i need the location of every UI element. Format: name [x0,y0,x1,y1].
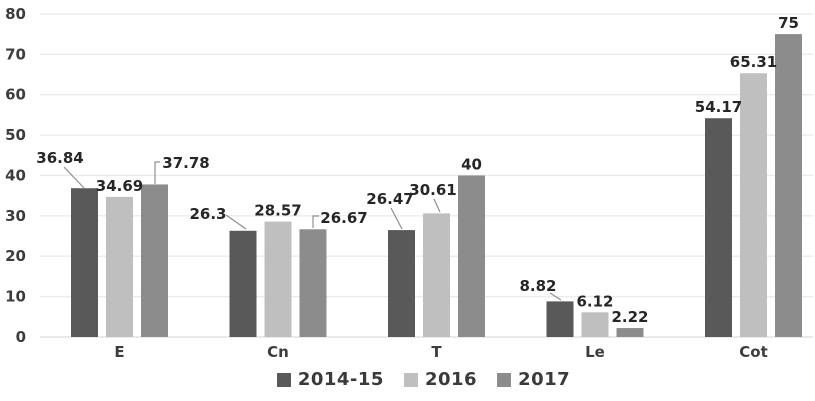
bar-2014-15-Le [546,301,574,337]
bar-2014-15-Cot [705,118,732,337]
legend-item-2017: 2017 [497,369,570,390]
bar-2014-15-E [71,188,98,337]
data-label: 8.82 [519,277,556,295]
data-label: 34.69 [96,177,143,195]
bar-2016-E [106,196,133,337]
y-axis-tick-label: 0 [16,328,26,346]
legend-swatch-icon [276,372,291,387]
x-axis-label-T: T [431,343,442,361]
legend-item-2016: 2016 [403,369,478,390]
bar-2017-E [141,184,168,337]
data-label: 30.61 [409,181,456,199]
bar-2016-Le [581,312,609,337]
x-axis-label-Cot: Cot [739,343,767,361]
legend-item-2014-15: 2014-15 [276,369,384,390]
legend-label: 2014-15 [297,369,384,390]
data-label: 75 [778,14,799,32]
bar-2016-Cn [264,221,292,337]
legend-label: 2017 [518,369,571,390]
data-label: 28.57 [254,202,301,220]
leader-line [312,215,319,228]
legend-swatch-icon [497,372,512,387]
leader-line [390,207,403,230]
y-axis-tick-label: 60 [5,86,26,104]
y-axis-tick-label: 50 [5,126,26,144]
bar-2017-Cn [299,229,327,337]
bar-2016-Cot [740,73,767,337]
bar-2016-T [423,213,450,337]
x-axis-label-Cn: Cn [267,343,289,361]
data-label: 37.78 [162,154,209,172]
bar-chart-plot: 0 10 20 30 40 50 60 70 80 36.84 26.3 26.47 8.82 54.17… [5,5,813,361]
leader-line [225,214,247,230]
leader-line [154,161,160,184]
y-axis-tick-label: 80 [5,5,26,23]
bar-2017-T [458,175,485,337]
leader-line [433,198,441,213]
legend-label: 2016 [424,369,478,390]
data-label: 40 [461,155,482,173]
x-axis-label-Le: Le [585,343,605,361]
leader-line [63,166,85,189]
data-label: 65.31 [730,53,777,71]
data-label: 26.67 [320,209,367,227]
leader-line [549,292,562,301]
y-axis-tick-label: 40 [5,166,26,184]
data-label: 36.84 [36,149,83,167]
x-axis-label-E: E [114,343,124,361]
data-label: 54.17 [695,98,742,116]
data-label: 6.12 [576,292,613,310]
data-label: 26.3 [189,205,226,223]
y-axis-tick-label: 30 [5,207,26,225]
y-axis-tick-label: 20 [5,247,26,265]
data-label: 2.22 [611,308,648,326]
bar-2014-15-T [388,230,415,337]
y-axis-tick-label: 70 [5,45,26,63]
legend-swatch-icon [403,372,418,387]
bar-2014-15-Cn [229,230,257,337]
chart-legend: 2014-15 2016 2017 [0,369,815,390]
data-label: 26.47 [366,190,413,208]
bar-2017-Le [616,328,644,337]
bar-2017-Cot [775,34,802,337]
y-axis-tick-label: 10 [5,288,26,306]
